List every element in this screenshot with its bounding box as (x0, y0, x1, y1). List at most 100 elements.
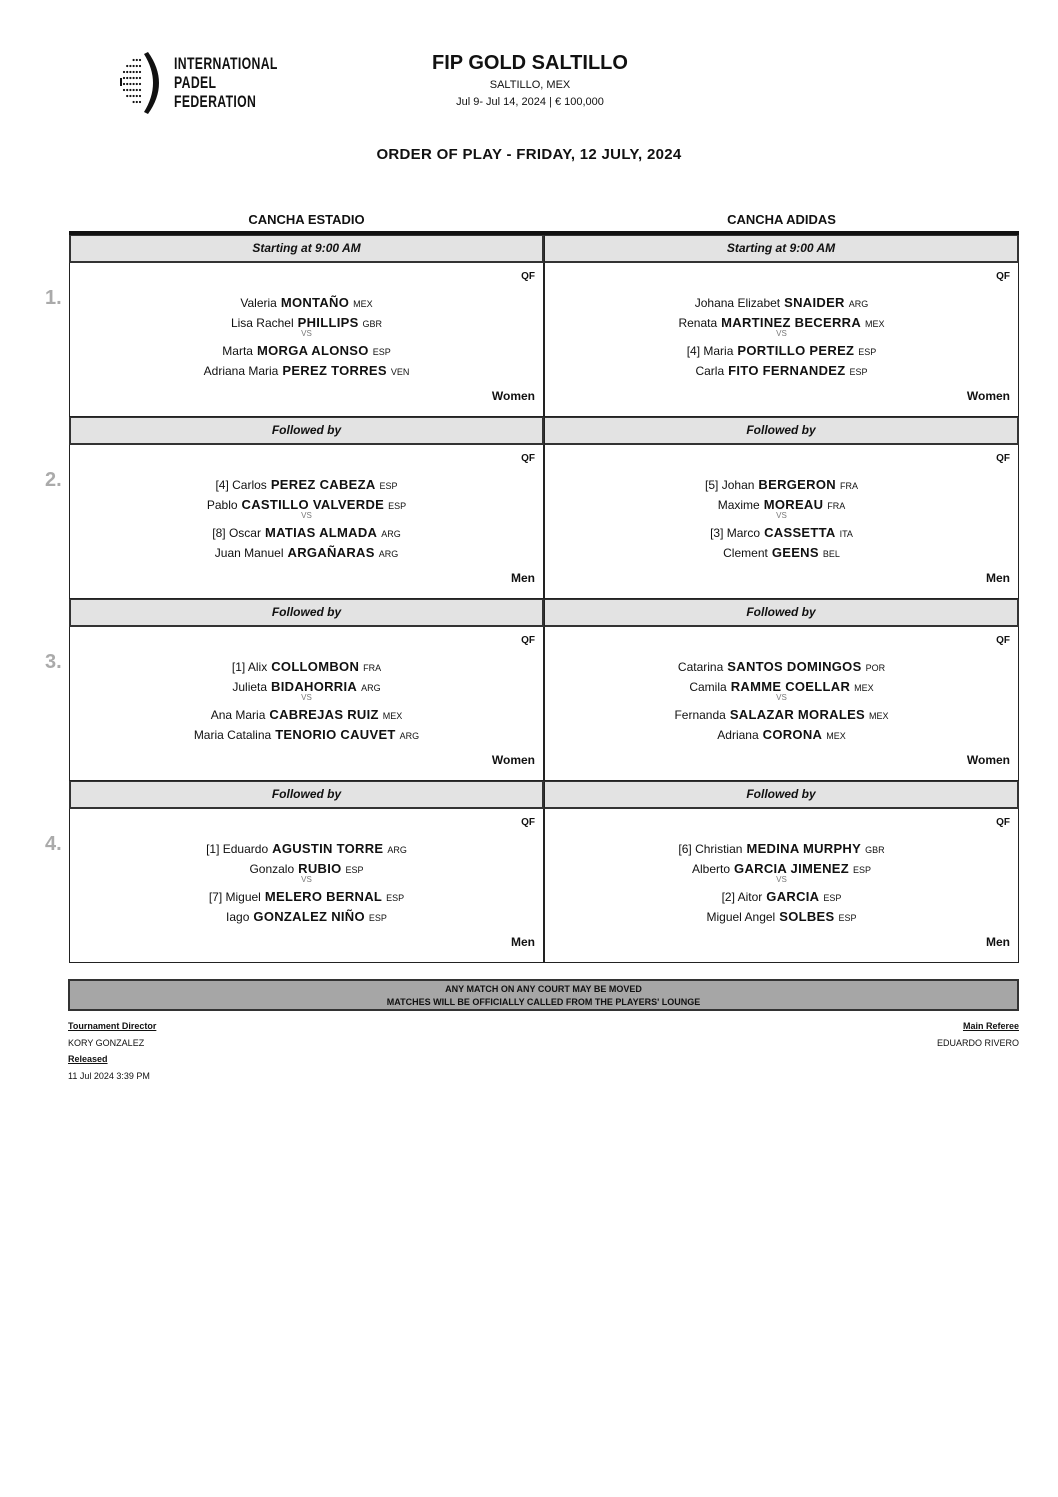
player: [4] Carlos PEREZ CABEZA ESP (70, 477, 543, 497)
player-country: ARG (381, 529, 401, 539)
player-seed: [2] (721, 890, 735, 904)
player-first-name: Alberto (692, 862, 731, 876)
player-seed: [8] (212, 526, 226, 540)
match-card: QF Johana Elizabet SNAIDER ARG Renata MARTINE… (544, 263, 1019, 417)
player-country: FRA (827, 501, 846, 511)
match-order-number: 3. (45, 651, 62, 673)
player-country: BEL (822, 549, 840, 559)
category-label: Women (491, 389, 535, 403)
category-label: Men (511, 935, 535, 949)
player-last-name: SOLBES (779, 909, 835, 924)
player-first-name: Oscar (228, 526, 261, 540)
players-list: Valeria MONTAÑO MEX Lisa Rachel PHILLIPS GBR V… (70, 295, 543, 383)
category-label: Men (986, 571, 1010, 585)
players-list: [6] Christian MEDINA MURPHY GBR Alberto GARC… (545, 841, 1018, 929)
player-last-name: GARCIA JIMENEZ (734, 861, 849, 876)
referee-name: EDUARDO RIVERO (936, 1038, 1019, 1048)
player: [6] Christian MEDINA MURPHY GBR (545, 841, 1018, 861)
match-cell: Followed by QF [6] Christian MEDINA MURPHY G… (544, 781, 1019, 963)
order-of-play-title: ORDER OF PLAY - FRIDAY, 12 JULY, 2024 (376, 146, 682, 163)
player-country: ESP (345, 865, 364, 875)
players-list: [4] Carlos PEREZ CABEZA ESP Pablo CASTILLO V… (70, 477, 543, 565)
player-first-name: Marta (222, 344, 253, 358)
player: Camila RAMME COELLAR MEX (545, 679, 1018, 699)
player-country: MEX (854, 683, 874, 693)
player: Gonzalo RUBIO ESP (70, 861, 543, 881)
players-list: [1] Alix COLLOMBON FRA Julieta BIDAHORRIA ARG… (70, 659, 543, 747)
vs-label: VS (301, 329, 312, 338)
player-last-name: MATIAS ALMADA (264, 525, 378, 540)
released-label: Released (68, 1054, 108, 1064)
match-time-bar: Starting at 9:00 AM (69, 235, 544, 263)
match-cell: Followed by QF [5] Johan BERGERON FRA Maxime M… (544, 417, 1019, 599)
match-time-bar: Followed by (544, 781, 1019, 809)
player-last-name: CASTILLO VALVERDE (241, 497, 385, 512)
schedule-row: 4. Followed by QF [1] Eduardo AGUSTIN TORRE A… (45, 781, 1019, 963)
player-seed: [5] (705, 478, 719, 492)
player-first-name: Miguel Angel (706, 910, 776, 924)
players-list: [5] Johan BERGERON FRA Maxime MOREAU FRA VS [3]… (545, 477, 1018, 565)
player-country: ESP (388, 501, 407, 511)
player-country: FRA (839, 481, 858, 491)
match-order-number: 2. (45, 469, 62, 491)
player-country: ESP (368, 913, 387, 923)
padel-racket-icon (120, 52, 159, 114)
player-country: GBR (865, 845, 885, 855)
round-label: QF (996, 635, 1010, 646)
director-name: KORY GONZALEZ (68, 1038, 145, 1048)
player-last-name: PEREZ CABEZA (270, 477, 376, 492)
player-last-name: MONTAÑO (280, 295, 350, 310)
player-last-name: GEENS (771, 545, 819, 560)
player-country: ESP (838, 913, 857, 923)
player-last-name: RUBIO (298, 861, 342, 876)
players-list: Catarina SANTOS DOMINGOS POR Camila RAMME CO… (545, 659, 1018, 747)
player-last-name: BIDAHORRIA (271, 679, 358, 694)
player-first-name: Ana Maria (210, 708, 266, 722)
match-cell: Followed by QF [4] Carlos PEREZ CABEZA ESP Pa… (69, 417, 544, 599)
schedule-grid: 1. Starting at 9:00 AM QF Valeria MONTAÑO MEX… (45, 231, 1019, 963)
player-seed: [7] (208, 890, 223, 904)
player-seed: [3] (710, 526, 724, 540)
match-card: QF [1] Alix COLLOMBON FRA Julieta BIDAHORRIA A… (69, 627, 544, 781)
match-card: QF Valeria MONTAÑO MEX Lisa Rachel PHILLIPS GB… (69, 263, 544, 417)
fip-logo: INTERNATIONAL PADEL FEDERATION (118, 50, 288, 116)
player-first-name: Aitor (737, 890, 763, 904)
player: [1] Eduardo AGUSTIN TORRE ARG (70, 841, 543, 861)
player-last-name: COLLOMBON (271, 659, 360, 674)
player: Adriana CORONA MEX (545, 727, 1018, 747)
logo-line: PADEL (174, 73, 217, 92)
player-last-name: RAMME COELLAR (730, 679, 851, 694)
tournament-location: SALTILLO, MEX (489, 79, 571, 91)
player: [5] Johan BERGERON FRA (545, 477, 1018, 497)
logo-text: INTERNATIONAL PADEL FEDERATION (174, 54, 278, 111)
player-last-name: SANTOS DOMINGOS (727, 659, 862, 674)
player-first-name: Camila (689, 680, 727, 694)
player-country: ESP (379, 481, 398, 491)
vs-label: VS (301, 875, 312, 884)
player-country: ESP (858, 347, 877, 357)
round-label: QF (996, 271, 1010, 282)
category-label: Men (511, 571, 535, 585)
player: Ana Maria CABREJAS RUIZ MEX (70, 707, 543, 727)
player-first-name: Johana Elizabet (694, 296, 781, 310)
player-last-name: MEDINA MURPHY (746, 841, 862, 856)
notice-banner: ANY MATCH ON ANY COURT MAY BE MOVED MATC… (68, 979, 1019, 1011)
notice-line: MATCHES WILL BE OFFICIALLY CALLED FROM T… (386, 997, 701, 1007)
match-time-bar: Followed by (69, 417, 544, 445)
match-card: QF [6] Christian MEDINA MURPHY GBR Alberto GA… (544, 809, 1019, 963)
match-cell: Followed by QF [1] Alix COLLOMBON FRA Julieta… (69, 599, 544, 781)
round-label: QF (521, 453, 535, 464)
match-cell: Followed by QF [1] Eduardo AGUSTIN TORRE ARG… (69, 781, 544, 963)
player: Catarina SANTOS DOMINGOS POR (545, 659, 1018, 679)
player: Fernanda SALAZAR MORALES MEX (545, 707, 1018, 727)
player-first-name: Fernanda (674, 708, 726, 722)
player-first-name: Adriana (717, 728, 759, 742)
match-time-bar: Followed by (544, 417, 1019, 445)
player-first-name: Maria (703, 344, 734, 358)
player-country: ARG (399, 731, 420, 741)
player-last-name: ARGAÑARAS (287, 545, 375, 560)
player-last-name: PORTILLO PEREZ (737, 343, 855, 358)
round-label: QF (996, 453, 1010, 464)
player: Clement GEENS BEL (545, 545, 1018, 565)
match-cell: Starting at 9:00 AM QF Valeria MONTAÑO MEX Li… (69, 235, 544, 417)
